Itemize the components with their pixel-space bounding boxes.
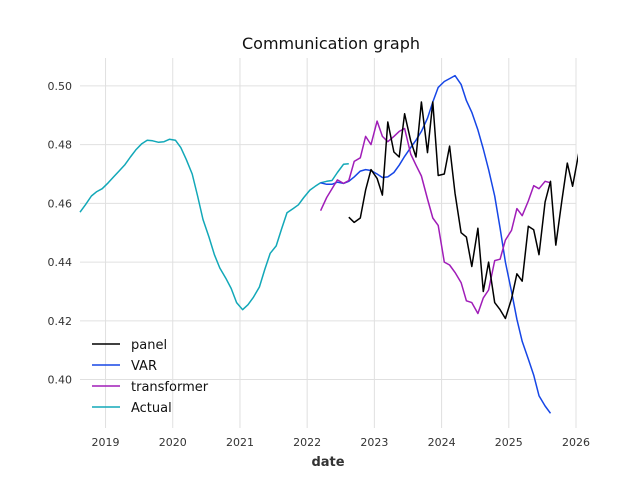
- chart-title: Communication graph: [242, 34, 420, 53]
- x-tick-label: 2024: [428, 436, 456, 449]
- tick-labels: 2019 2020 2021 2022 2023 2024 2025 2026 0.40 0.42…: [48, 80, 591, 449]
- x-tick-label: 2023: [360, 436, 388, 449]
- x-tick-label: 2026: [562, 436, 590, 449]
- y-tick-label: 0.50: [48, 80, 73, 93]
- x-tick-label: 2025: [495, 436, 523, 449]
- x-tick-label: 2021: [226, 436, 254, 449]
- series-line-var: [320, 74, 552, 414]
- legend-label-actual: Actual: [131, 401, 172, 416]
- x-axis-label: date: [311, 455, 344, 470]
- y-tick-label: 0.44: [48, 256, 73, 269]
- series-lines: [79, 74, 578, 414]
- legend-label-var: VAR: [131, 359, 157, 374]
- y-tick-label: 0.40: [48, 374, 73, 387]
- series-line-panel: [348, 101, 578, 320]
- legend-label-transformer: transformer: [131, 380, 209, 395]
- x-tick-label: 2020: [159, 436, 187, 449]
- x-tick-label: 2022: [293, 436, 321, 449]
- legend: panel VAR transformer Actual: [92, 338, 209, 416]
- y-tick-label: 0.48: [48, 139, 73, 152]
- y-tick-label: 0.42: [48, 315, 73, 328]
- series-line-actual: [79, 138, 349, 311]
- legend-label-panel: panel: [131, 338, 167, 353]
- y-tick-label: 0.46: [48, 197, 73, 210]
- series-line-transformer: [319, 120, 551, 315]
- x-tick-label: 2019: [92, 436, 120, 449]
